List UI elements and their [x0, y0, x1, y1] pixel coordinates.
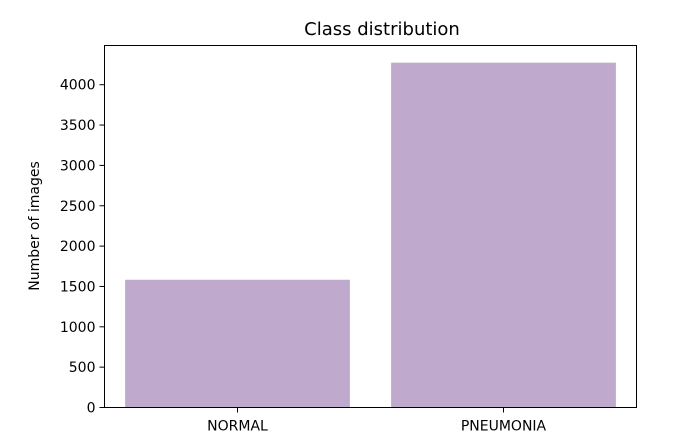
y-tick-label: 2500	[60, 199, 96, 215]
y-tick-label: 3000	[60, 158, 96, 174]
x-tick-label: NORMAL	[207, 419, 268, 435]
plot-frame	[104, 45, 637, 408]
x-tick-label: PNEUMONIA	[461, 419, 547, 435]
x-ticks-layer: NORMAL PNEUMONIA	[207, 407, 547, 435]
bar-pneumonia	[391, 62, 616, 408]
y-tick-label: 1500	[60, 279, 96, 295]
y-tick-label: 3500	[60, 118, 96, 134]
y-tick-label: 1000	[60, 320, 96, 336]
chart-title: Class distribution	[304, 19, 460, 40]
y-ticks-layer: 0 500 1000 1500 2000 2500 3000 3500 4000	[60, 78, 105, 417]
y-tick-label: 500	[69, 360, 96, 376]
y-tick-label: 4000	[60, 78, 96, 94]
bar-normal	[125, 279, 350, 408]
y-tick-label: 2000	[60, 239, 96, 255]
bars-layer	[125, 62, 616, 408]
y-tick-label: 0	[87, 401, 96, 417]
y-axis-label: Number of images	[27, 161, 43, 291]
